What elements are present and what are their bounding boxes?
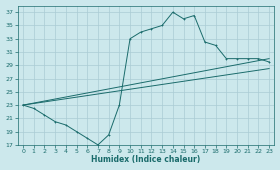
X-axis label: Humidex (Indice chaleur): Humidex (Indice chaleur) [92,155,201,164]
